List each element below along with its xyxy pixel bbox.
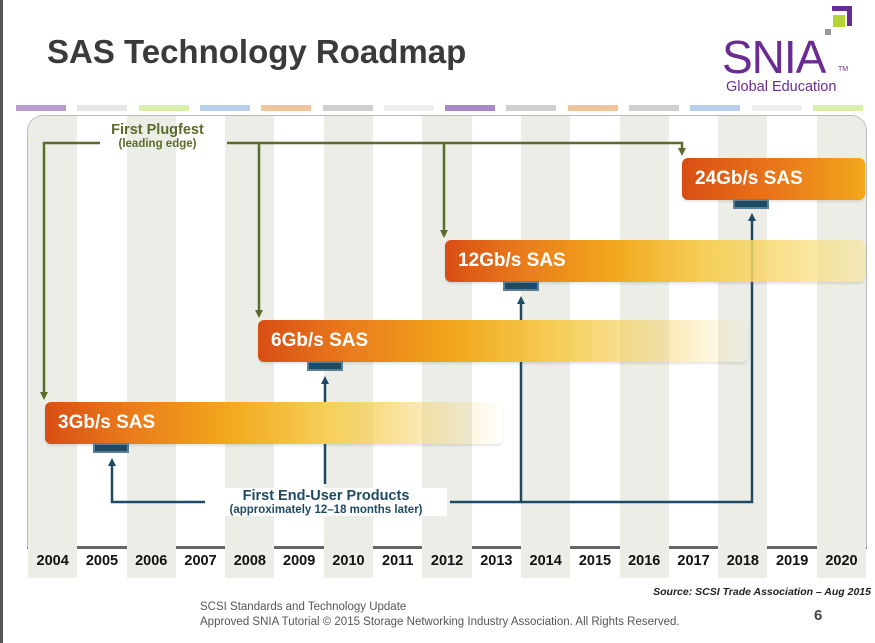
plugfest-label: First Plugfest (leading edge) xyxy=(90,122,225,150)
year-label: 2013 xyxy=(480,553,513,569)
stripe-segment xyxy=(445,105,496,111)
year-column xyxy=(126,116,176,546)
year-label: 2005 xyxy=(85,553,119,569)
bar-12gb-sas: 12Gb/s SAS xyxy=(445,240,865,282)
logo-tm: TM xyxy=(838,66,849,73)
year-label: 2008 xyxy=(225,546,275,578)
year-label: 2009 xyxy=(283,553,316,569)
logo-gray-square xyxy=(825,29,831,35)
footer-line-2: Approved SNIA Tutorial © 2015 Storage Ne… xyxy=(200,616,680,628)
plugfest-title: First Plugfest xyxy=(111,122,204,138)
year-label: 2018 xyxy=(718,546,768,578)
logo-text: SNIA xyxy=(722,31,826,83)
stripe-segment xyxy=(751,105,802,111)
snia-logo: SNIA TM Global Education xyxy=(720,4,860,96)
product-marker xyxy=(307,361,343,371)
year-column xyxy=(28,116,78,546)
stripe-segment xyxy=(567,105,618,111)
logo-corner-mark xyxy=(832,6,852,26)
plugfest-arrow-24g xyxy=(227,141,686,156)
stripe-segment xyxy=(199,105,250,111)
plugfest-arrow-3g xyxy=(40,141,100,400)
source-note: Source: SCSI Trade Association – Aug 201… xyxy=(653,586,871,598)
product-marker xyxy=(503,281,539,291)
page-number: 6 xyxy=(814,607,823,624)
year-label: 2007 xyxy=(184,553,217,569)
stripe-segment xyxy=(506,105,557,111)
stripe-segment xyxy=(77,105,128,111)
product-marker xyxy=(93,443,129,453)
bar-24gb-sas: 24Gb/s SAS xyxy=(682,158,865,200)
year-axis: 2004 2005 2006 2007 2008 2009 2010 2011 2012 2013… xyxy=(28,546,867,578)
slide-title: SAS Technology Roadmap xyxy=(47,33,467,70)
stripe-segment xyxy=(812,105,863,111)
footer-line-1: SCSI Standards and Technology Update xyxy=(200,601,407,613)
stripe-segment xyxy=(16,105,66,111)
stripe-segment xyxy=(629,105,679,111)
year-label: 2019 xyxy=(776,553,809,569)
products-label: First End-User Products (approximately 1… xyxy=(205,488,447,516)
year-label: 2017 xyxy=(677,553,710,569)
products-arrow-3g xyxy=(108,458,205,504)
year-label: 2012 xyxy=(422,546,472,578)
year-label: 2016 xyxy=(619,546,669,578)
year-label: 2011 xyxy=(382,553,414,569)
product-marker xyxy=(733,199,769,209)
year-label: 2020 xyxy=(816,546,867,578)
stripe-segment xyxy=(261,105,312,111)
year-label: 2010 xyxy=(323,546,374,578)
products-title: First End-User Products xyxy=(242,488,410,504)
plugfest-subtitle: (leading edge) xyxy=(118,138,197,150)
logo-subtitle: Global Education xyxy=(726,79,837,95)
bar-6gb-sas: 6Gb/s SAS xyxy=(258,320,748,362)
bar-3gb-sas: 3Gb/s SAS xyxy=(45,402,503,444)
stripe-segment xyxy=(690,105,741,111)
products-subtitle: (approximately 12–18 months later) xyxy=(229,504,423,516)
year-label: 2006 xyxy=(126,546,176,578)
year-label: 2015 xyxy=(578,553,612,569)
color-stripe-divider xyxy=(16,105,875,111)
products-arrow-24g xyxy=(521,213,756,504)
year-label: 2004 xyxy=(28,546,78,578)
slide-edge xyxy=(0,0,3,643)
stripe-segment xyxy=(322,105,373,111)
year-label: 2014 xyxy=(521,546,571,578)
stripe-segment xyxy=(138,105,189,111)
logo-green-square xyxy=(833,15,845,27)
stripe-segment xyxy=(383,105,434,111)
